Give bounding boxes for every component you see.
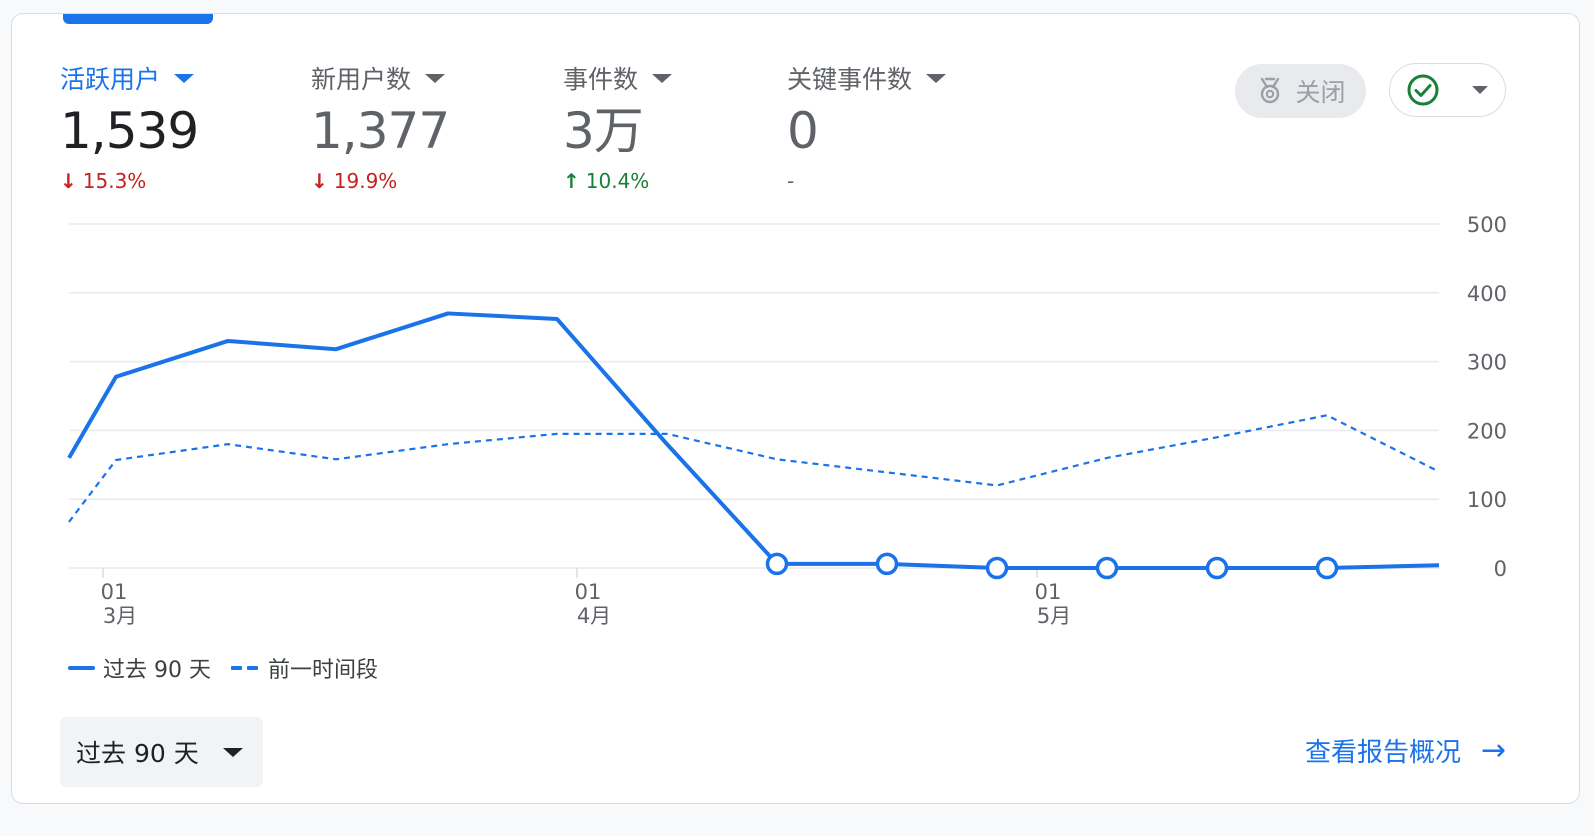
x-tick-month: 4月 <box>577 604 611 628</box>
metric-label: 事件数 <box>563 65 639 94</box>
data-point <box>765 552 789 576</box>
caret-down-icon <box>652 73 673 83</box>
caret-down-icon <box>425 73 446 83</box>
x-tick-month: 3月 <box>103 604 137 628</box>
metric-delta: - <box>787 169 795 193</box>
caret-down-icon <box>926 73 947 83</box>
metric-delta: 10.4% <box>585 169 650 193</box>
series-current-line <box>67 311 1440 570</box>
active-tab-indicator <box>63 14 213 24</box>
metric-new-users[interactable]: 新用户数 1,377 ↓ 19.9% <box>311 59 450 193</box>
y-tick-label: 100 <box>1467 488 1507 512</box>
metric-value: 1,377 <box>311 102 450 160</box>
legend-solid-swatch <box>68 666 95 670</box>
overview-card: 活跃用户 1,539 ↓ 15.3% 新用户数 1,377 ↓ 19.9% 事件… <box>11 13 1580 804</box>
caret-down-icon <box>174 73 195 83</box>
metric-label: 活跃用户 <box>60 65 161 94</box>
x-tick-day: 01 <box>1035 580 1062 604</box>
y-tick-label: 200 <box>1467 419 1507 443</box>
metric-delta: 19.9% <box>333 169 398 193</box>
metric-value: 3万 <box>563 102 644 160</box>
data-point <box>1205 556 1229 580</box>
chart-legend: 过去 90 天 前一时间段 <box>68 652 378 684</box>
date-range-dropdown[interactable]: 过去 90 天 <box>60 717 263 787</box>
metric-active-users[interactable]: 活跃用户 1,539 ↓ 15.3% <box>60 59 199 193</box>
metric-delta: 15.3% <box>82 169 147 193</box>
x-tick-month: 5月 <box>1037 604 1071 628</box>
view-report-link[interactable]: 查看报告概况 → <box>1305 732 1506 769</box>
y-tick-label: 500 <box>1467 213 1507 237</box>
x-tick-day: 01 <box>575 580 602 604</box>
arrow-down-icon: ↓ <box>311 169 328 193</box>
metric-key-events[interactable]: 关键事件数 0 - <box>787 59 947 193</box>
caret-down-icon <box>222 747 243 757</box>
metric-label: 新用户数 <box>311 65 412 94</box>
check-circle-icon <box>1407 74 1439 106</box>
metric-value: 1,539 <box>60 102 199 160</box>
series-previous-line <box>68 414 1440 523</box>
arrow-right-icon: → <box>1481 733 1507 768</box>
metric-label: 关键事件数 <box>787 65 913 94</box>
chevron-down-icon <box>1472 86 1488 94</box>
arrow-down-icon: ↓ <box>60 169 77 193</box>
close-label: 关闭 <box>1295 78 1346 107</box>
metric-value: 0 <box>787 102 819 160</box>
y-tick-label: 300 <box>1467 351 1507 375</box>
y-tick-label: 400 <box>1467 282 1507 306</box>
legend-dashed-swatch <box>230 666 258 670</box>
x-tick-day: 01 <box>101 580 128 604</box>
data-point <box>985 556 1009 580</box>
insights-icon <box>1261 77 1280 104</box>
arrow-up-icon: ↑ <box>563 169 580 193</box>
y-tick-label: 0 <box>1494 557 1507 581</box>
data-point <box>1095 556 1119 580</box>
status-dropdown-button[interactable] <box>1389 63 1506 117</box>
metric-event-count[interactable]: 事件数 3万 ↑ 10.4% <box>563 59 673 193</box>
legend-previous-label: 前一时间段 <box>267 658 378 683</box>
data-point <box>1315 556 1339 580</box>
data-point <box>875 552 899 576</box>
date-range-label: 过去 90 天 <box>76 739 199 768</box>
legend-current-label: 过去 90 天 <box>103 658 211 683</box>
view-report-label: 查看报告概况 <box>1305 738 1462 768</box>
close-insights-button[interactable]: 关闭 <box>1235 64 1366 118</box>
